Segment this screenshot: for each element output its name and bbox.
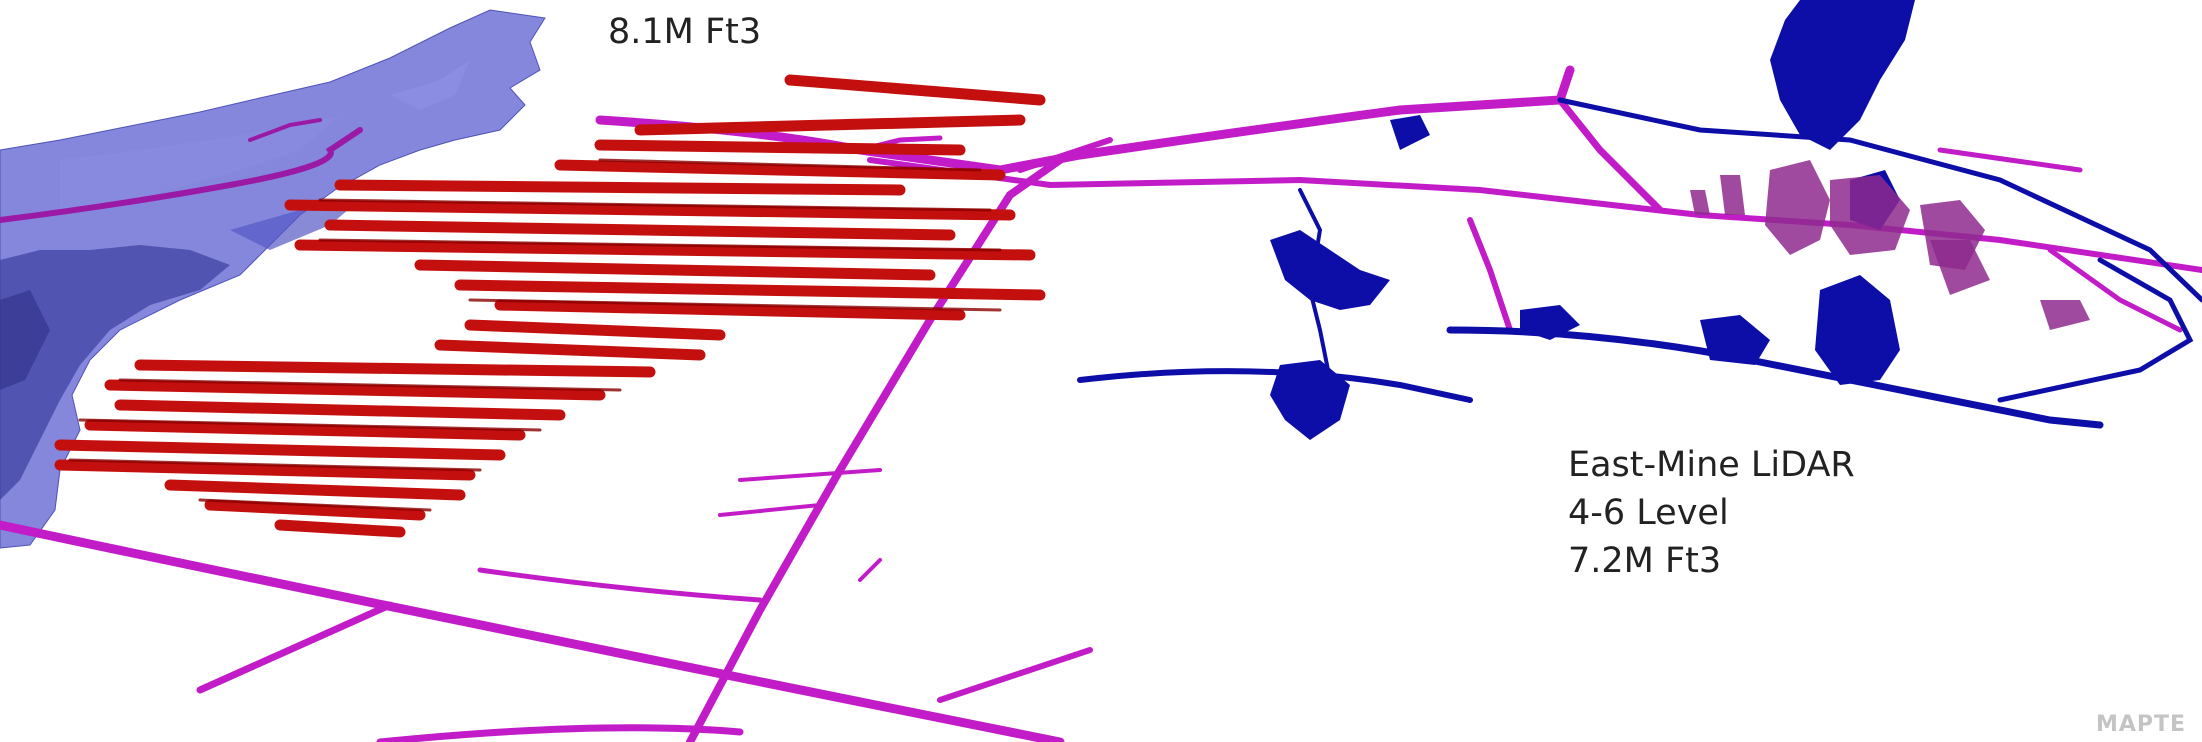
east-volume-label: 7.2M Ft3 bbox=[1568, 541, 1722, 581]
east-title-label: East-Mine LiDAR bbox=[1568, 445, 1855, 485]
terrain-surface bbox=[0, 9, 546, 549]
lidar-point-cloud-masses bbox=[1270, 0, 1915, 440]
east-mine-annotation: East-Mine LiDAR 4-6 Level 7.2M Ft3 bbox=[1568, 441, 1855, 585]
east-level-label: 4-6 Level bbox=[1568, 493, 1729, 533]
west-volume-label: 8.1M Ft3 bbox=[608, 12, 762, 52]
historic-mine-workings bbox=[54, 74, 1046, 538]
maptek-watermark: MAPTE bbox=[2096, 712, 2187, 737]
lidar-stope-clusters bbox=[1690, 160, 2090, 330]
